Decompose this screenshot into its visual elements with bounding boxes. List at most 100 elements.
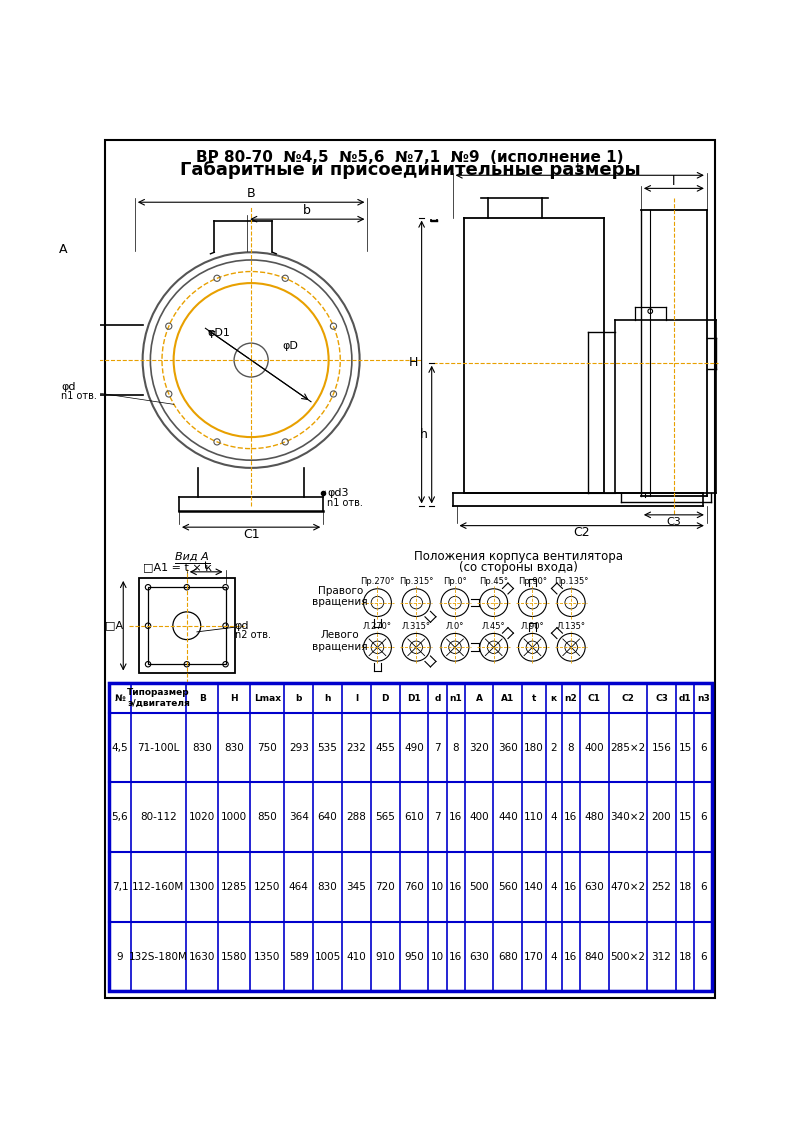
- Text: 16: 16: [564, 882, 578, 891]
- Text: 18: 18: [678, 882, 692, 891]
- Text: Типоразмер
э/двигателя: Типоразмер э/двигателя: [127, 689, 190, 708]
- Text: 5,6: 5,6: [112, 813, 128, 823]
- Text: 4: 4: [550, 882, 557, 891]
- Text: 680: 680: [498, 951, 518, 961]
- Text: 18: 18: [678, 951, 692, 961]
- Text: φd: φd: [235, 621, 250, 631]
- Text: 170: 170: [524, 951, 544, 961]
- Text: 232: 232: [346, 743, 366, 753]
- Text: 71-100L: 71-100L: [138, 743, 179, 753]
- Bar: [148, 587, 226, 664]
- Text: 4,5: 4,5: [112, 743, 128, 753]
- Text: l: l: [672, 175, 676, 188]
- Text: 132S-180M: 132S-180M: [129, 951, 188, 961]
- Text: h: h: [324, 693, 330, 702]
- Text: 4: 4: [550, 951, 557, 961]
- Text: 720: 720: [375, 882, 395, 891]
- Text: 1350: 1350: [254, 951, 281, 961]
- Text: 850: 850: [258, 813, 277, 823]
- Text: □A1 = t × к: □A1 = t × к: [142, 562, 212, 573]
- Text: d1: d1: [678, 693, 691, 702]
- Text: Пр.45°: Пр.45°: [479, 577, 508, 586]
- Text: L: L: [576, 162, 583, 175]
- Text: b: b: [295, 693, 302, 702]
- Text: Л.135°: Л.135°: [557, 622, 586, 631]
- Text: 180: 180: [524, 743, 544, 753]
- Text: 16: 16: [449, 882, 462, 891]
- Text: n3: n3: [697, 693, 710, 702]
- Text: Пр.135°: Пр.135°: [554, 577, 588, 586]
- Text: 464: 464: [289, 882, 309, 891]
- Text: 1630: 1630: [189, 951, 215, 961]
- Text: 16: 16: [449, 813, 462, 823]
- Text: B: B: [247, 187, 255, 201]
- Text: 440: 440: [498, 813, 518, 823]
- Text: 16: 16: [564, 813, 578, 823]
- Text: 500×2: 500×2: [610, 951, 646, 961]
- Text: H: H: [409, 355, 418, 369]
- Text: Пр.270°: Пр.270°: [360, 577, 394, 586]
- Text: 1300: 1300: [189, 882, 215, 891]
- Text: 455: 455: [375, 743, 395, 753]
- Text: □A: □A: [105, 621, 123, 631]
- Text: C2: C2: [574, 526, 590, 539]
- Text: Пр.90°: Пр.90°: [518, 577, 547, 586]
- Text: n1: n1: [450, 693, 462, 702]
- Text: 1005: 1005: [314, 951, 341, 961]
- Text: 364: 364: [289, 813, 309, 823]
- Text: φD1: φD1: [207, 328, 230, 338]
- Text: C1: C1: [243, 527, 259, 541]
- Text: 15: 15: [678, 743, 692, 753]
- Text: A: A: [58, 243, 67, 257]
- Text: 630: 630: [469, 951, 489, 961]
- Text: 10: 10: [431, 882, 444, 891]
- Text: 80-112: 80-112: [140, 813, 177, 823]
- Text: C1: C1: [588, 693, 601, 702]
- Text: C3: C3: [666, 517, 682, 526]
- Text: 4: 4: [550, 813, 557, 823]
- Text: 610: 610: [404, 813, 424, 823]
- Text: Л.270°: Л.270°: [363, 622, 392, 631]
- Bar: [110, 683, 712, 992]
- Text: 400: 400: [585, 743, 604, 753]
- Text: Lmax: Lmax: [254, 693, 281, 702]
- Text: 312: 312: [652, 951, 671, 961]
- Text: H: H: [230, 693, 238, 702]
- Text: C2: C2: [622, 693, 634, 702]
- Text: 112-160M: 112-160M: [132, 882, 185, 891]
- Text: 6: 6: [700, 951, 706, 961]
- Text: 1285: 1285: [221, 882, 247, 891]
- Text: Л.45°: Л.45°: [482, 622, 506, 631]
- Text: 293: 293: [289, 743, 309, 753]
- Text: 1020: 1020: [189, 813, 215, 823]
- Text: №: №: [114, 693, 126, 702]
- Text: 760: 760: [404, 882, 424, 891]
- Text: h: h: [420, 428, 428, 441]
- Text: 6: 6: [700, 743, 706, 753]
- Text: Л.315°: Л.315°: [402, 622, 430, 631]
- Text: к: к: [550, 693, 557, 702]
- Bar: [138, 578, 235, 674]
- Text: 589: 589: [289, 951, 309, 961]
- Text: n2: n2: [565, 693, 578, 702]
- Text: Л.0°: Л.0°: [446, 622, 464, 631]
- Text: Вид А: Вид А: [175, 551, 209, 561]
- Text: (со стороны входа): (со стороны входа): [459, 561, 578, 574]
- Text: 640: 640: [318, 813, 338, 823]
- Text: 7,1: 7,1: [112, 882, 128, 891]
- Text: 500: 500: [470, 882, 489, 891]
- Text: 2: 2: [550, 743, 557, 753]
- Text: 950: 950: [404, 951, 424, 961]
- Text: 565: 565: [375, 813, 395, 823]
- Text: 910: 910: [375, 951, 395, 961]
- Text: 7: 7: [434, 813, 441, 823]
- Text: 252: 252: [652, 882, 671, 891]
- Text: 6: 6: [700, 813, 706, 823]
- Text: 156: 156: [652, 743, 671, 753]
- Text: Л.90°: Л.90°: [521, 622, 544, 631]
- Text: 8: 8: [452, 743, 459, 753]
- Text: n1 отв.: n1 отв.: [327, 497, 363, 507]
- Text: Габаритные и присоединительные размеры: Габаритные и присоединительные размеры: [180, 161, 640, 179]
- Text: Левого
вращения: Левого вращения: [313, 630, 368, 651]
- Text: A: A: [475, 693, 482, 702]
